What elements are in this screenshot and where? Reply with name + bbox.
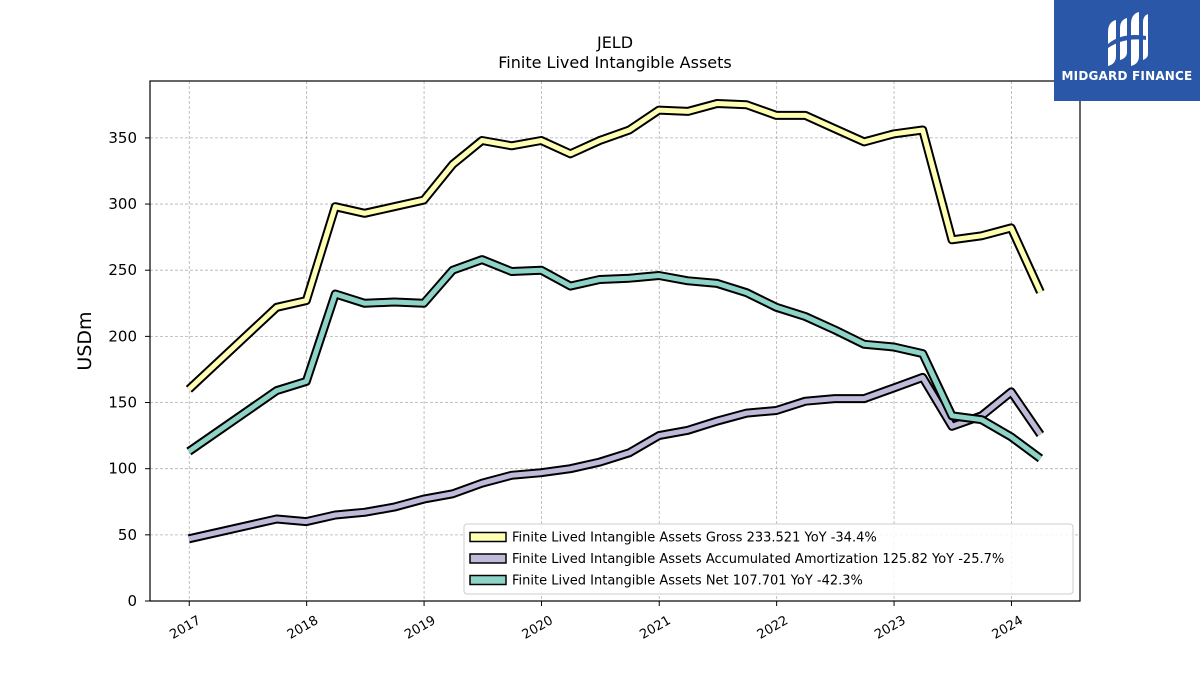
y-tick-label: 50: [118, 526, 137, 544]
x-tick-label: 2023: [872, 613, 908, 643]
x-tick-label: 2020: [520, 613, 556, 643]
y-tick-label: 300: [108, 195, 137, 213]
series-line-1: [188, 374, 1043, 542]
y-axis-ticks: 0 50 100 150 200 250 300 350: [108, 129, 150, 610]
x-tick-label: 2019: [402, 613, 438, 643]
y-tick-label: 100: [108, 460, 137, 478]
midgard-m-logo-icon: [1108, 12, 1148, 66]
brand-name: MIDGARD FINANCE: [1061, 69, 1193, 83]
chart-title: JELD: [596, 33, 633, 52]
series-outline-2: [186, 255, 1044, 463]
legend: Finite Lived Intangible Assets Gross 233…: [463, 523, 1074, 595]
series-line-2: [187, 257, 1042, 461]
x-tick-label: 2022: [755, 613, 791, 643]
legend-entry-0: Finite Lived Intangible Assets Gross 233…: [512, 531, 877, 546]
legend-swatch-0: [469, 531, 507, 543]
x-axis-ticks: 2017 2018 2019 2020 2021 2022 2023 2024: [167, 601, 1026, 643]
legend-entry-1: Finite Lived Intangible Assets Accumulat…: [512, 552, 1004, 567]
y-tick-label: 350: [108, 129, 137, 147]
y-axis-label: USDm: [74, 311, 96, 370]
brand-logo: MIDGARD FINANCE: [1054, 0, 1200, 101]
legend-swatch-2: [469, 574, 507, 586]
chart-subtitle: Finite Lived Intangible Assets: [498, 53, 731, 72]
x-tick-label: 2017: [167, 613, 203, 643]
x-tick-label: 2024: [990, 613, 1026, 643]
y-tick-label: 0: [127, 592, 137, 610]
legend-swatch-1: [469, 553, 507, 564]
series-line-0: [187, 101, 1043, 392]
legend-entry-2: Finite Lived Intangible Assets Net 107.7…: [512, 574, 863, 589]
x-tick-label: 2021: [637, 613, 673, 643]
grid-lines: [150, 81, 1080, 601]
legend-box: [463, 523, 1074, 595]
y-tick-label: 200: [108, 327, 137, 345]
y-tick-label: 250: [108, 261, 137, 279]
y-tick-label: 150: [108, 394, 137, 412]
series-layer: [185, 99, 1045, 544]
x-tick-label: 2018: [285, 613, 321, 643]
plot-frame: [149, 80, 1081, 602]
